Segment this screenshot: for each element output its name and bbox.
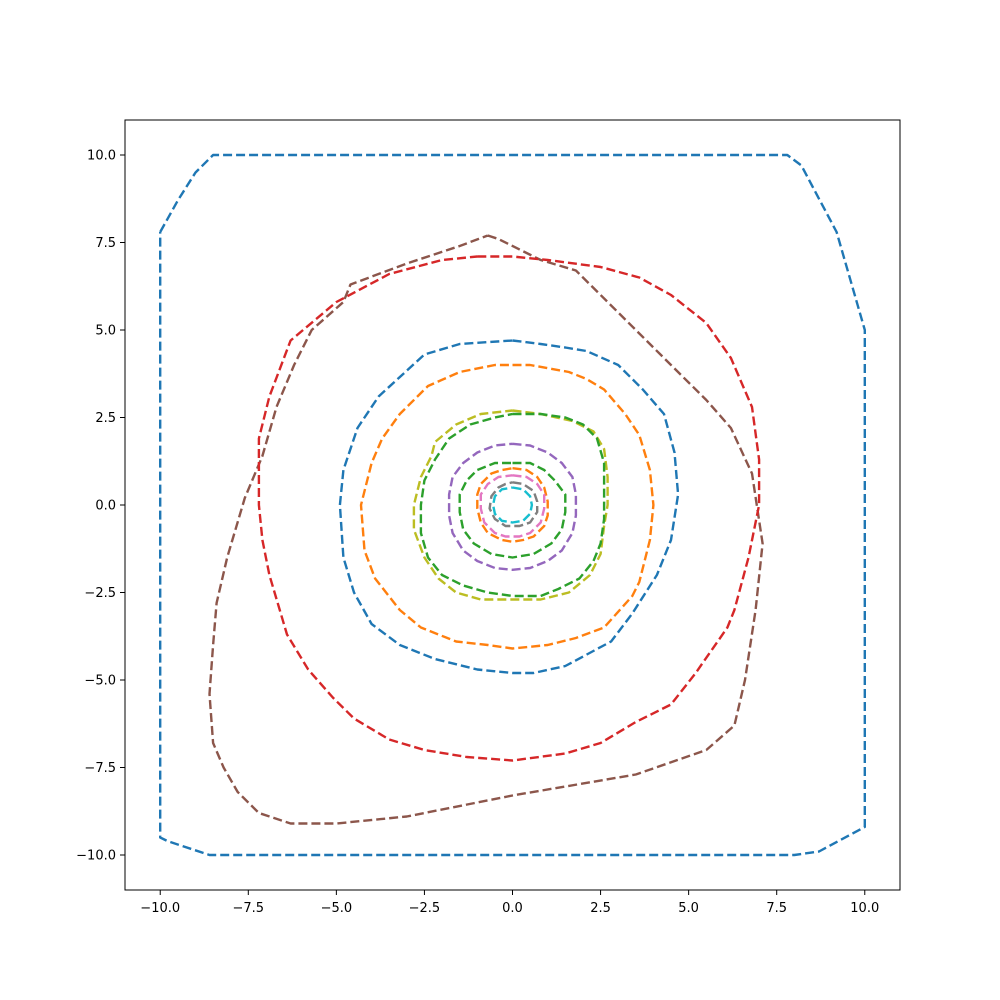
x-tick-label: −2.5 <box>409 901 441 916</box>
contour-line-9 <box>458 461 567 559</box>
contour-line-6 <box>412 409 609 601</box>
x-tick-label: −10.0 <box>140 901 180 916</box>
contour-line-3 <box>257 255 761 762</box>
x-tick-label: −5.0 <box>321 901 353 916</box>
x-tick-label: −7.5 <box>233 901 265 916</box>
x-tick-label: 5.0 <box>678 901 699 916</box>
contour-line-10 <box>476 467 549 543</box>
y-tick-label: 2.5 <box>95 411 116 426</box>
contour-line-5 <box>359 363 655 650</box>
x-tick-label: 0.0 <box>502 901 523 916</box>
y-tick-label: 10.0 <box>87 149 116 164</box>
x-axis: −10.0 −7.5 −5.0 −2.5 0.0 2.5 5.0 7.5 10.0 <box>140 890 879 916</box>
y-axis: −10.0 −7.5 −5.0 −2.5 0.0 2.5 5.0 7.5 10.0 <box>76 149 125 864</box>
x-tick-label: 10.0 <box>850 901 879 916</box>
plot-area <box>159 153 866 857</box>
y-tick-label: −10.0 <box>76 849 116 864</box>
y-tick-label: 0.0 <box>95 499 116 514</box>
contour-line-2 <box>208 234 764 825</box>
x-tick-label: 2.5 <box>590 901 611 916</box>
contour-line-4 <box>338 339 680 675</box>
contour-line-1 <box>159 153 866 857</box>
y-tick-label: −7.5 <box>84 761 116 776</box>
contour-line-7 <box>419 412 606 598</box>
y-tick-label: −2.5 <box>84 586 116 601</box>
contour-line-13 <box>491 486 534 524</box>
contour-line-11 <box>479 474 546 538</box>
y-tick-label: 7.5 <box>95 236 116 251</box>
y-tick-label: 5.0 <box>95 324 116 339</box>
contour-line-8 <box>447 442 578 571</box>
y-tick-label: −5.0 <box>84 674 116 689</box>
axes-frame <box>124 119 901 891</box>
x-tick-label: 7.5 <box>766 901 787 916</box>
